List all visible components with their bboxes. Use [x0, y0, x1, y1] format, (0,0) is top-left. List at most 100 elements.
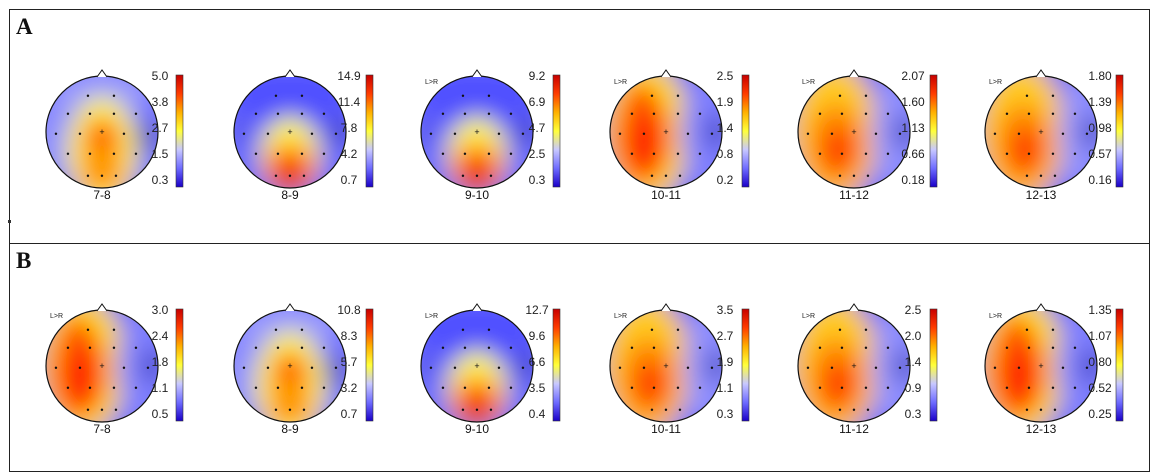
electrode-marker: •: [618, 363, 621, 373]
electrode-marker: •: [146, 363, 149, 373]
electrode-marker: •: [864, 325, 867, 335]
electrode-marker: •: [618, 129, 621, 139]
electrode-marker: •: [650, 91, 653, 101]
lr-label: L>R: [802, 79, 815, 86]
electrode-marker: •: [497, 129, 500, 139]
colorbar-tick: 3.5: [717, 303, 734, 317]
colorbar-tick: 4.2: [341, 147, 358, 161]
electrode-marker: •: [487, 91, 490, 101]
electrode-marker: +: [99, 127, 104, 137]
electrode-marker: •: [489, 405, 492, 415]
colorbar-tick: 1.60: [901, 95, 925, 109]
colorbar-tick: 14.9: [337, 69, 361, 83]
nose-icon: [660, 69, 672, 78]
electrode-marker: •: [1051, 91, 1054, 101]
electrode-marker: •: [838, 325, 841, 335]
colorbar-tick: 1.1: [152, 381, 169, 395]
colorbar-tick: 0.2: [717, 173, 734, 187]
colorbar-tick: 9.2: [529, 69, 546, 83]
electrode-marker: •: [1039, 171, 1042, 181]
electrode-marker: •: [806, 129, 809, 139]
electrode-marker: •: [838, 405, 841, 415]
electrode-marker: •: [1017, 363, 1020, 373]
electrode-marker: •: [1005, 149, 1008, 159]
electrode-marker: •: [1053, 171, 1056, 181]
colorbar-tick: 0.98: [1088, 121, 1112, 135]
electrode-marker: •: [1027, 109, 1030, 119]
colorbar-tick: 1.9: [717, 95, 734, 109]
electrode-marker: •: [1061, 129, 1064, 139]
electrode-marker: •: [322, 149, 325, 159]
electrode-marker: •: [86, 171, 89, 181]
topomap-7-8: • • • • • • • • + • • • • • • • • • L>R 7-8 3.0 2.4 1.8 1.1 0.5: [45, 303, 184, 436]
electrode-marker: •: [266, 363, 269, 373]
electrode-marker: •: [254, 343, 257, 353]
electrode-marker: •: [276, 343, 279, 353]
nose-icon: [96, 303, 108, 312]
electrode-marker: •: [134, 343, 137, 353]
electrode-marker: •: [114, 405, 117, 415]
electrode-marker: •: [650, 325, 653, 335]
electrode-marker: •: [441, 383, 444, 393]
electrode-marker: •: [66, 343, 69, 353]
electrode-marker: •: [1005, 343, 1008, 353]
electrode-marker: •: [288, 171, 291, 181]
colorbar-tick: 6.9: [529, 95, 546, 109]
electrode-marker: •: [274, 91, 277, 101]
colorbar-tick: 1.4: [717, 121, 734, 135]
electrode-marker: •: [650, 405, 653, 415]
electrode-marker: •: [1073, 149, 1076, 159]
electrode-marker: •: [100, 405, 103, 415]
electrode-marker: •: [429, 363, 432, 373]
electrode-marker: •: [254, 149, 257, 159]
electrode-marker: •: [274, 405, 277, 415]
electrode-marker: •: [676, 383, 679, 393]
colorbar-tick: 0.3: [717, 407, 734, 421]
electrode-marker: •: [86, 325, 89, 335]
electrode-marker: •: [322, 343, 325, 353]
electrode-marker: •: [274, 171, 277, 181]
electrode-marker: •: [54, 129, 57, 139]
colorbar-tick: 7.8: [341, 121, 358, 135]
topomap-10-11: • • • • • • • • + • • • • • • • • • L>R 10-11 3.5 2.7 1.9 1.1 0.…: [609, 303, 750, 436]
electrode-marker: •: [242, 363, 245, 373]
electrode-marker: •: [840, 343, 843, 353]
electrode-marker: •: [276, 383, 279, 393]
electrode-marker: •: [254, 383, 257, 393]
electrode-marker: •: [54, 363, 57, 373]
electrode-marker: •: [463, 109, 466, 119]
colorbar-tick: 1.9: [717, 355, 734, 369]
electrode-marker: •: [676, 325, 679, 335]
colorbar: [741, 74, 750, 188]
colorbar-tick: 0.5: [152, 407, 169, 421]
electrode-marker: •: [78, 363, 81, 373]
electrode-marker: •: [874, 363, 877, 373]
electrode-marker: •: [642, 363, 645, 373]
electrode-marker: •: [112, 109, 115, 119]
colorbar-tick: 1.1: [717, 381, 734, 395]
electrode-marker: •: [1073, 383, 1076, 393]
colorbar-tick: 0.18: [901, 173, 925, 187]
electrode-marker: •: [441, 343, 444, 353]
electrode-marker: •: [146, 129, 149, 139]
colorbar-tick: 0.80: [1088, 355, 1112, 369]
electrode-marker: •: [874, 129, 877, 139]
colorbar-tick: 2.4: [152, 329, 169, 343]
electrode-marker: •: [664, 171, 667, 181]
electrode-marker: •: [676, 149, 679, 159]
colorbar-tick: 2.07: [901, 69, 925, 83]
electrode-marker: •: [242, 129, 245, 139]
electrode-marker: •: [1051, 109, 1054, 119]
nose-icon: [284, 303, 296, 312]
topomap-12-13: • • • • • • • • + • • • • • • • • • L>R 12-13 1.80 1.39 0.98 0.…: [984, 69, 1124, 202]
map-title: 8-9: [281, 188, 299, 202]
nose-icon: [284, 69, 296, 78]
scalp-map: [610, 310, 722, 422]
electrode-marker: +: [474, 127, 479, 137]
topomap-8-9: • •• • • •• • + • •• • • •• • •8-910.88.35.73.20.7: [233, 303, 374, 436]
electrode-marker: •: [1073, 109, 1076, 119]
electrode-marker: •: [818, 149, 821, 159]
colorbar-tick: 1.07: [1088, 329, 1112, 343]
colorbar-tick: 12.7: [525, 303, 549, 317]
electrode-marker: •: [1061, 363, 1064, 373]
